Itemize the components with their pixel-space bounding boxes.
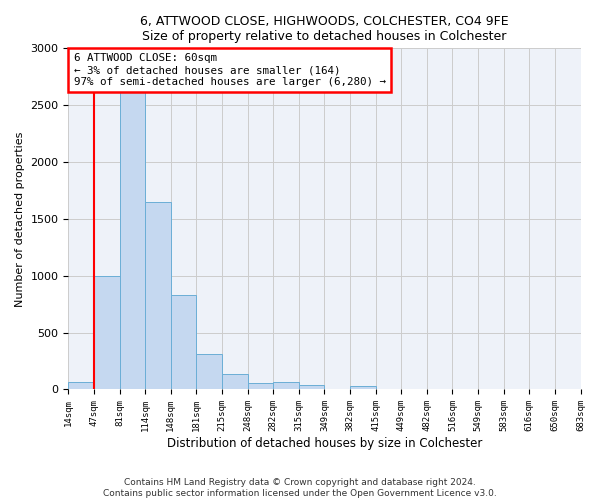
Bar: [94, 276, 119, 390]
Bar: [222, 374, 248, 390]
Bar: [299, 386, 325, 390]
Bar: [119, 60, 145, 390]
Bar: [68, 382, 94, 390]
X-axis label: Distribution of detached houses by size in Colchester: Distribution of detached houses by size …: [167, 437, 482, 450]
Bar: [145, 202, 171, 390]
Bar: [273, 382, 299, 390]
Title: 6, ATTWOOD CLOSE, HIGHWOODS, COLCHESTER, CO4 9FE
Size of property relative to de: 6, ATTWOOD CLOSE, HIGHWOODS, COLCHESTER,…: [140, 15, 509, 43]
Bar: [350, 386, 376, 390]
Bar: [196, 354, 222, 390]
Bar: [248, 383, 273, 390]
Y-axis label: Number of detached properties: Number of detached properties: [15, 131, 25, 306]
Text: 6 ATTWOOD CLOSE: 60sqm
← 3% of detached houses are smaller (164)
97% of semi-det: 6 ATTWOOD CLOSE: 60sqm ← 3% of detached …: [74, 54, 386, 86]
Text: Contains HM Land Registry data © Crown copyright and database right 2024.
Contai: Contains HM Land Registry data © Crown c…: [103, 478, 497, 498]
Bar: [171, 295, 196, 390]
